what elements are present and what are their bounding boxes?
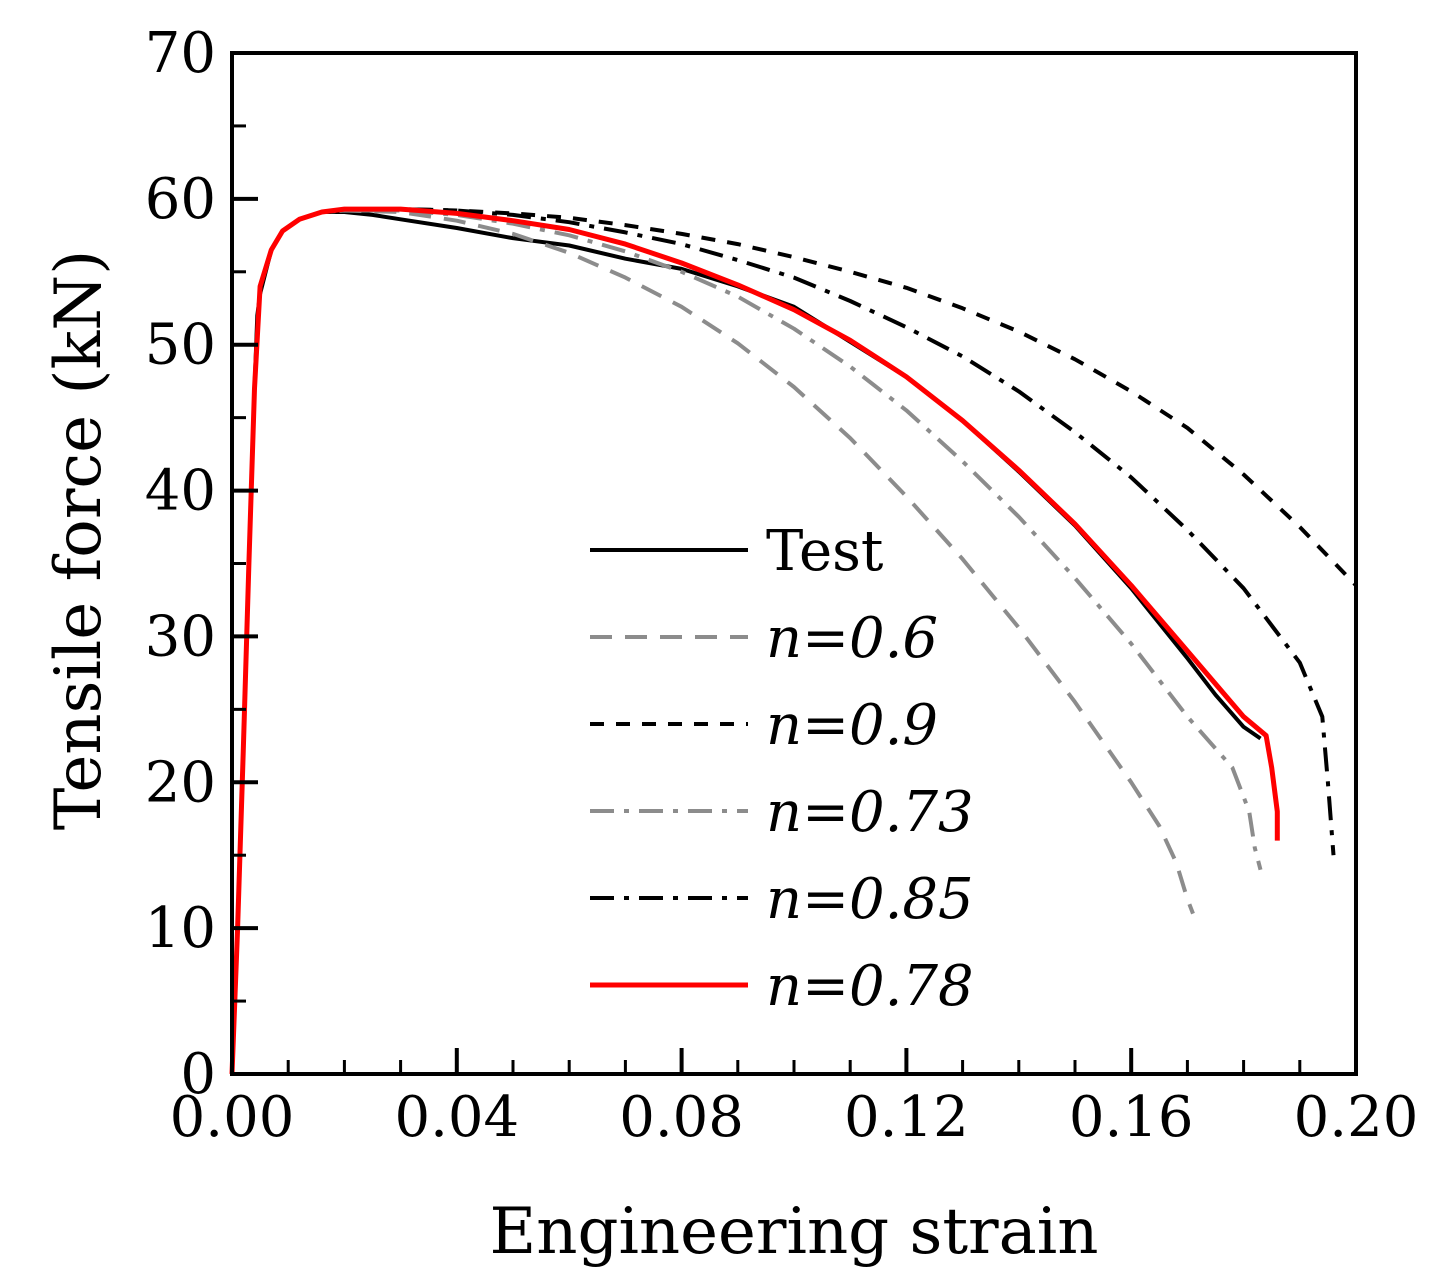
y-tick-label: 0 [180,1042,216,1107]
legend-label-1: n=0.6 [766,606,938,671]
x-tick-label: 0.12 [844,1085,969,1150]
legend-label-3: n=0.73 [766,780,974,845]
legend: Test n=0.6 n=0.9 n=0.73 n=0.85 n=0.78 [590,519,974,1019]
y-tick-label: 30 [145,604,216,669]
legend-label-5: n=0.78 [766,954,974,1019]
legend-label-0: Test [766,519,884,584]
x-tick-label: 0.16 [1069,1085,1194,1150]
y-axis: 0 10 20 30 40 50 60 70 [145,21,258,1107]
y-tick-label: 50 [145,313,216,378]
y-tick-label: 40 [145,459,216,524]
y-axis-title: Tensile force (kN) [42,250,116,830]
x-tick-label: 0.08 [619,1085,744,1150]
series-line-1 [230,208,1195,1075]
x-tick-label: 0.20 [1294,1085,1419,1150]
x-axis: 0.00 0.04 0.08 0.12 0.16 0.20 [170,1048,1419,1150]
series-line-3 [230,208,1263,1075]
y-tick-label: 70 [145,21,216,86]
y-tick-label: 60 [145,167,216,232]
series-line-0 [230,210,1262,1075]
x-tick-label: 0.04 [394,1085,519,1150]
legend-label-4: n=0.85 [766,867,974,932]
y-tick-label: 20 [145,750,216,815]
plot-series [229,206,1358,1075]
x-tick-label: 0.00 [170,1085,295,1150]
legend-label-2: n=0.9 [766,693,938,758]
x-axis-title: Engineering strain [490,1195,1099,1269]
y-tick-label: 10 [145,896,216,961]
series-line-5 [229,206,1280,1075]
